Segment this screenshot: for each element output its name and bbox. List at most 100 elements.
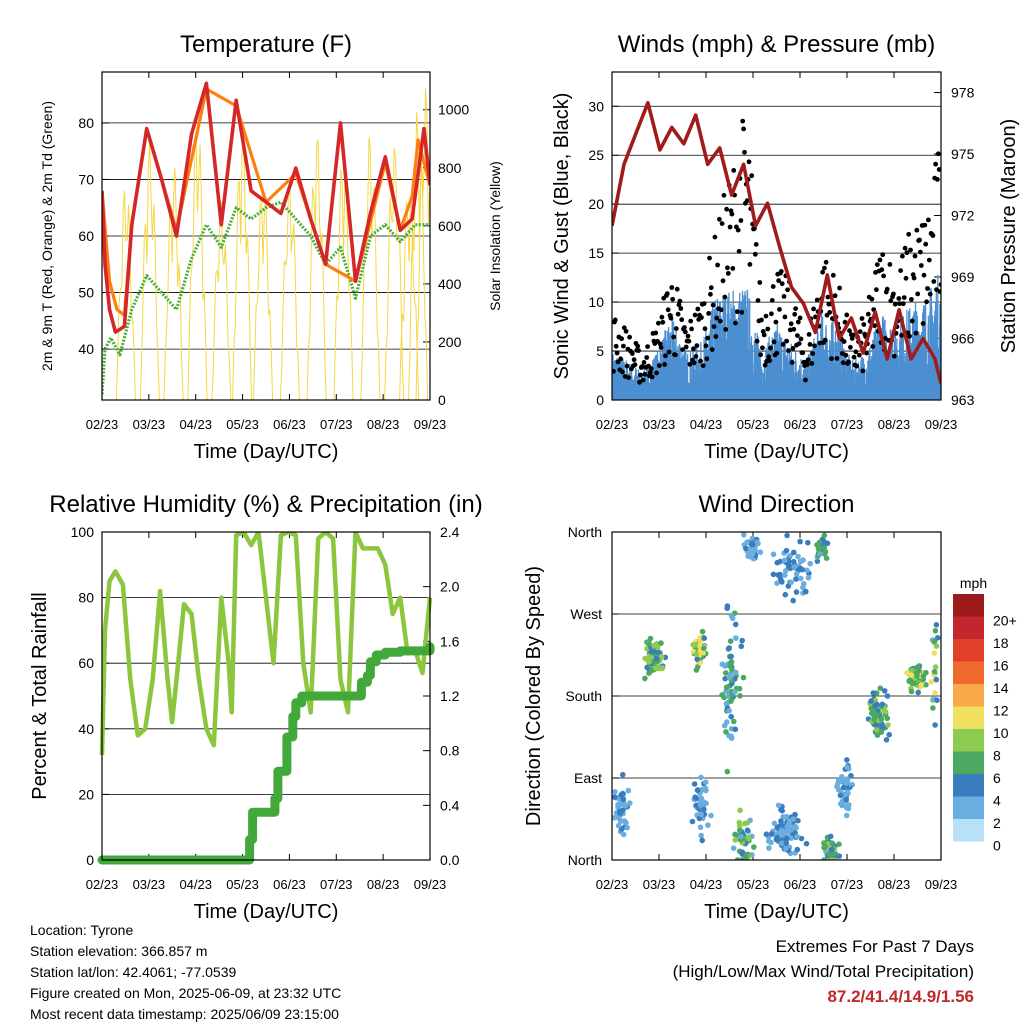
direction-point — [654, 663, 661, 670]
direction-point — [738, 643, 745, 650]
gust-point — [714, 315, 720, 321]
direction-point — [839, 774, 845, 780]
direction-cluster — [928, 622, 941, 728]
direction-cluster — [730, 807, 757, 860]
solar-insolation-trace — [399, 199, 420, 400]
gust-point — [692, 312, 698, 318]
direction-point — [786, 820, 792, 826]
gust-point — [620, 369, 625, 375]
direction-point — [648, 648, 655, 655]
gust-point — [753, 242, 759, 247]
gust-point — [827, 310, 833, 315]
direction-point — [692, 794, 698, 800]
station-info: Location: Tyrone Station elevation: 366.… — [30, 920, 341, 1025]
gust-point — [644, 355, 650, 360]
direction-point — [736, 823, 743, 829]
direction-point — [790, 558, 797, 565]
direction-point — [783, 835, 790, 842]
direction-point — [732, 726, 739, 733]
y-right-tick-label: 0.4 — [440, 797, 460, 813]
direction-point — [793, 571, 800, 577]
gust-point — [760, 345, 765, 351]
gust-point — [626, 375, 632, 380]
direction-point — [658, 653, 665, 660]
colorbar-label: 20+ — [993, 612, 1017, 628]
gust-point — [854, 363, 860, 369]
total-precipitation-line — [97, 642, 435, 865]
gust-point — [721, 192, 727, 198]
solar-insolation-trace — [360, 137, 381, 400]
gust-point — [720, 278, 726, 284]
gust-point — [834, 356, 840, 361]
gust-point — [636, 348, 641, 353]
direction-point — [703, 779, 709, 785]
gust-point — [727, 224, 733, 230]
gust-point — [841, 339, 847, 344]
gust-point — [612, 368, 616, 374]
gust-point — [637, 379, 642, 385]
y-tick-label: 0 — [86, 852, 94, 868]
x-tick-label: 03/23 — [643, 877, 676, 892]
direction-point — [701, 635, 707, 641]
gust-point — [777, 307, 782, 312]
x-tick-label: 07/23 — [831, 877, 864, 892]
gust-point — [784, 338, 790, 344]
direction-point — [754, 539, 760, 546]
extremes-values: 87.2/41.4/14.9/1.56 — [827, 987, 974, 1006]
gust-point — [663, 353, 668, 359]
gust-point — [812, 343, 817, 349]
direction-point — [701, 645, 707, 651]
gust-point — [645, 344, 650, 349]
direction-point — [807, 560, 813, 567]
direction-point — [934, 697, 940, 703]
direction-point — [918, 682, 924, 688]
gust-point — [924, 299, 929, 305]
solar-insolation-trace — [211, 201, 232, 400]
gust-point — [702, 326, 708, 332]
direction-cluster — [814, 532, 831, 565]
direction-point — [723, 729, 729, 735]
gust-point — [691, 360, 697, 366]
direction-point — [795, 817, 801, 824]
gust-point — [712, 234, 718, 240]
chart-title: Temperature (F) — [180, 31, 352, 58]
direction-point — [785, 828, 791, 835]
direction-point — [816, 539, 823, 546]
chart-title: Relative Humidity (%) & Precipitation (i… — [49, 491, 482, 518]
direction-point — [742, 820, 748, 827]
gust-point — [884, 286, 890, 292]
gust-point — [888, 298, 894, 304]
gust-point — [759, 317, 764, 323]
y-tick-label: East — [574, 770, 602, 786]
direction-point — [642, 655, 648, 662]
y-tick-label: 20 — [78, 786, 94, 802]
plot-frame — [101, 71, 431, 401]
gust-point — [734, 309, 740, 315]
gust-point — [913, 330, 919, 336]
gust-point — [901, 295, 907, 300]
gust-point — [931, 279, 937, 284]
gust-point — [752, 251, 758, 257]
direction-point — [694, 787, 701, 794]
y-tick-label: 40 — [78, 341, 94, 357]
direction-point — [798, 575, 804, 582]
x-tick-label: 02/23 — [596, 877, 629, 892]
direction-point — [624, 824, 630, 831]
direction-point — [693, 802, 700, 808]
gust-point — [689, 326, 694, 332]
y-right-tick-label: 200 — [438, 334, 462, 350]
direction-point — [885, 722, 891, 728]
y-right-tick-label: 969 — [951, 269, 975, 285]
direction-point — [726, 674, 733, 681]
gust-point — [693, 354, 699, 359]
colorbar-label: 4 — [993, 792, 1001, 808]
gust-point — [900, 301, 906, 307]
colorbar-label: 12 — [993, 702, 1009, 718]
direction-cluster — [763, 802, 810, 857]
gust-point — [631, 357, 637, 363]
gust-point — [788, 321, 794, 327]
gust-point — [891, 353, 897, 359]
gust-point — [654, 370, 659, 376]
direction-point — [743, 545, 749, 552]
direction-point — [736, 685, 743, 692]
